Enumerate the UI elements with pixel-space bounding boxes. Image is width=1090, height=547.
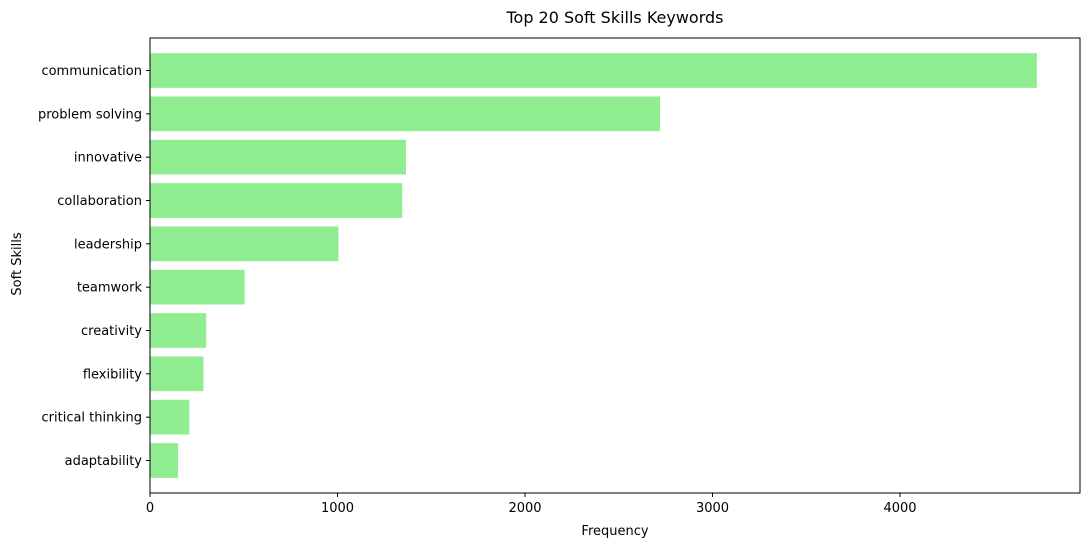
x-tick-label: 1000	[321, 501, 354, 516]
y-tick-label: critical thinking	[42, 411, 143, 426]
y-axis-label: Soft Skills	[10, 232, 25, 295]
x-tick-label: 0	[146, 501, 154, 516]
x-tick-label: 4000	[883, 501, 916, 516]
y-tick-label: leadership	[74, 237, 142, 252]
bar-collaboration	[150, 183, 403, 218]
y-tick-label: collaboration	[57, 194, 142, 209]
axes-frame	[149, 37, 1081, 494]
bar-innovative	[150, 139, 406, 175]
bar-leadership	[150, 226, 339, 262]
y-tick-label: teamwork	[77, 281, 143, 296]
y-tick-label: creativity	[81, 324, 142, 339]
bar-critical-thinking	[150, 399, 190, 435]
x-tick-label: 2000	[508, 501, 541, 516]
y-tick-label: innovative	[74, 151, 142, 166]
bar-problem-solving	[150, 96, 660, 132]
chart-title: Top 20 Soft Skills Keywords	[505, 8, 723, 27]
bar-flexibility	[150, 356, 204, 392]
x-tick-label: 3000	[696, 501, 729, 516]
y-tick-label: problem solving	[38, 107, 142, 122]
y-tick-label: adaptability	[65, 454, 143, 469]
x-axis-label: Frequency	[581, 524, 648, 539]
bar-teamwork	[150, 269, 245, 305]
y-tick-label: communication	[41, 64, 142, 79]
bar-communication	[150, 53, 1037, 88]
bars-layer	[150, 53, 1037, 478]
y-axis-ticks: communication problem solving innovative co…	[38, 64, 150, 469]
bar-creativity	[150, 313, 207, 348]
y-tick-label: flexibility	[83, 367, 142, 382]
bar-adaptability	[150, 443, 179, 478]
x-axis-ticks: 0 1000 2000 3000 4000	[146, 493, 917, 516]
